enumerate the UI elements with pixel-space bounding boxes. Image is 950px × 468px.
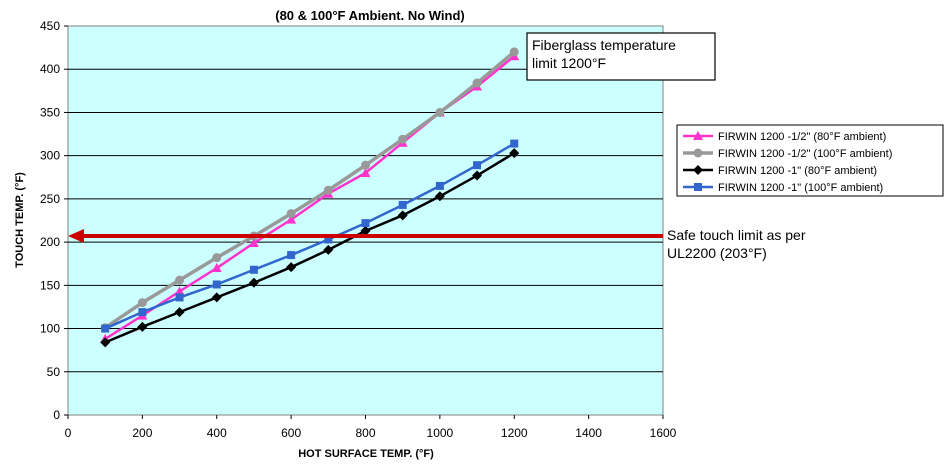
data-point <box>510 139 519 148</box>
series-3 <box>101 139 519 333</box>
y-tick-label: 200 <box>40 235 60 249</box>
series-group <box>100 47 520 348</box>
data-point <box>472 170 483 181</box>
data-point <box>286 209 296 219</box>
legend-label: FIRWIN 1200 -1/2" (80°F ambient) <box>718 131 886 143</box>
data-point <box>323 185 333 195</box>
safe-touch-limit-line: Safe touch limit as per UL2200 (203°F) <box>68 227 806 261</box>
reference-label-line: Safe touch limit as per <box>667 227 806 243</box>
data-point <box>398 134 408 144</box>
y-tick-label: 0 <box>53 408 60 422</box>
legend-label: FIRWIN 1200 -1" (80°F ambient) <box>718 165 877 177</box>
y-tick-label: 250 <box>40 192 60 206</box>
annotation-line-1: Fiberglass temperature <box>532 37 676 53</box>
fiberglass-limit-annotation: Fiberglass temperature limit 1200°F <box>526 32 716 81</box>
x-tick-label: 1000 <box>427 426 454 440</box>
y-tick-label: 450 <box>40 19 60 33</box>
data-point <box>211 292 222 303</box>
data-point <box>100 337 111 348</box>
x-tick-label: 600 <box>281 426 301 440</box>
y-tick-label: 350 <box>40 105 60 119</box>
data-point <box>287 251 296 260</box>
data-point <box>174 286 185 296</box>
data-point <box>397 210 408 221</box>
reference-arrowhead <box>68 229 84 244</box>
data-point <box>509 148 520 159</box>
legend-swatch-marker <box>694 183 702 191</box>
legend-label: FIRWIN 1200 -1" (100°F ambient) <box>718 182 883 194</box>
data-point <box>174 307 185 318</box>
series-line-2 <box>104 152 515 344</box>
x-tick-label: 400 <box>207 426 227 440</box>
data-point <box>212 253 222 263</box>
data-point <box>323 244 334 255</box>
x-axis-label: HOT SURFACE TEMP. (°F) <box>298 448 434 460</box>
data-point <box>248 277 259 288</box>
x-tick-label: 200 <box>132 426 152 440</box>
data-point <box>137 321 148 332</box>
data-point <box>324 235 333 244</box>
data-point <box>248 237 259 247</box>
series-2 <box>100 148 520 348</box>
legend-label: FIRWIN 1200 -1/2" (100°F ambient) <box>718 148 892 160</box>
y-tick-label: 400 <box>40 62 60 76</box>
data-point <box>286 262 297 273</box>
annotation-box <box>526 32 716 81</box>
data-point <box>361 219 370 228</box>
series-line-3 <box>104 142 515 330</box>
x-axis-ticks: 0 200 400 600 800 1000 1200 1400 1600 <box>65 415 677 440</box>
data-point <box>101 324 110 333</box>
legend-box <box>676 124 944 197</box>
data-point <box>137 298 147 308</box>
data-point <box>509 47 519 57</box>
reference-label-line: UL2200 (203°F) <box>667 245 767 261</box>
legend-swatch-marker <box>693 131 703 140</box>
y-axis-label: TOUCH TEMP. (°F) <box>14 172 26 268</box>
data-point <box>361 160 370 170</box>
y-tick-label: 150 <box>40 278 60 292</box>
legend-swatch-marker <box>693 148 703 158</box>
data-point <box>175 275 185 285</box>
x-tick-label: 1600 <box>650 426 677 440</box>
x-tick-label: 1400 <box>575 426 602 440</box>
data-point <box>211 263 222 273</box>
data-point <box>360 225 371 236</box>
data-point <box>249 265 258 274</box>
y-tick-label: 50 <box>47 365 61 379</box>
data-point <box>472 78 482 88</box>
y-axis-ticks: 0 50 100 150 200 250 300 350 400 450 <box>40 19 68 422</box>
gridlines <box>68 68 663 373</box>
data-point <box>175 293 184 302</box>
data-point <box>434 191 445 202</box>
data-point <box>473 161 482 170</box>
annotation-line-2: limit 1200°F <box>532 55 606 71</box>
data-point <box>435 181 444 190</box>
data-point <box>212 280 221 289</box>
data-point <box>286 214 297 224</box>
data-point <box>360 167 371 177</box>
data-point <box>398 200 407 209</box>
chart-title: (80 & 100°F Ambient. No Wind) <box>275 8 465 23</box>
legend: FIRWIN 1200 -1/2" (80°F ambient) FIRWIN 1… <box>676 124 944 197</box>
legend-swatch-marker <box>693 165 703 175</box>
x-tick-label: 1200 <box>501 426 528 440</box>
series-line-1 <box>104 50 516 330</box>
x-tick-label: 0 <box>65 426 72 440</box>
data-point <box>138 308 147 317</box>
y-tick-label: 300 <box>40 149 60 163</box>
y-tick-label: 100 <box>40 322 60 336</box>
data-point <box>435 107 445 117</box>
x-tick-label: 800 <box>355 426 375 440</box>
